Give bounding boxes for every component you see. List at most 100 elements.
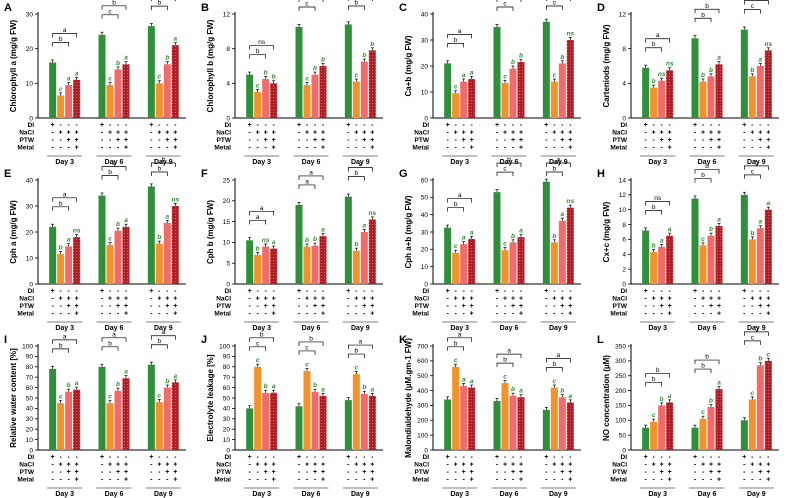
treatment-symbol: - bbox=[59, 311, 62, 318]
treatment-symbol: - bbox=[248, 145, 251, 152]
treatment-symbol: - bbox=[660, 288, 663, 295]
treatment-symbol: + bbox=[272, 137, 276, 144]
treatment-symbol: - bbox=[67, 454, 70, 461]
treatment-symbol: - bbox=[158, 303, 161, 310]
bracket-label: b bbox=[454, 340, 458, 347]
treatment-symbol: + bbox=[100, 288, 104, 295]
treatment-symbol: - bbox=[718, 122, 721, 129]
treatment-symbol: + bbox=[560, 462, 564, 469]
treatment-symbol: - bbox=[743, 145, 746, 152]
bracket-label: a bbox=[63, 191, 67, 198]
treatment-symbol: + bbox=[248, 122, 252, 129]
y-tick-label: 300 bbox=[417, 403, 428, 410]
comparison-bracket bbox=[694, 169, 720, 174]
treatment-label-DI: DI bbox=[621, 122, 628, 129]
treatment-symbol: - bbox=[545, 303, 548, 310]
y-tick-label: 20 bbox=[26, 229, 34, 236]
bracket-label: ns bbox=[258, 39, 266, 46]
y-tick-label: 50 bbox=[619, 432, 627, 439]
day-label: Day 3 bbox=[252, 491, 271, 498]
y-tick-label: 10 bbox=[26, 255, 34, 262]
treatment-symbol: + bbox=[370, 137, 374, 144]
treatment-symbol: + bbox=[297, 288, 301, 295]
bracket-label: b bbox=[59, 36, 63, 43]
treatment-symbol: + bbox=[124, 462, 128, 469]
treatment-symbol: + bbox=[519, 303, 523, 310]
treatment-symbol: + bbox=[149, 288, 153, 295]
treatment-symbol: + bbox=[173, 296, 177, 303]
treatment-symbol: + bbox=[149, 454, 153, 461]
treatment-symbol: - bbox=[496, 311, 499, 318]
treatment-label-DI: DI bbox=[423, 288, 430, 295]
day-label: Day 9 bbox=[154, 325, 173, 332]
treatment-symbol: - bbox=[109, 454, 112, 461]
bar-NaCl-Day9 bbox=[748, 399, 756, 450]
bar-PTW-Day6 bbox=[509, 68, 517, 118]
treatment-symbol: + bbox=[462, 130, 466, 137]
treatment-symbol: + bbox=[362, 130, 366, 137]
significance-letter: b bbox=[370, 41, 374, 48]
treatment-symbol: + bbox=[758, 303, 762, 310]
y-axis-label: Chlorophyll b (mg/g FW) bbox=[206, 19, 215, 112]
treatment-symbol: - bbox=[710, 477, 713, 484]
significance-letter: c bbox=[355, 72, 359, 79]
treatment-symbol: - bbox=[694, 296, 697, 303]
significance-letter: b bbox=[116, 60, 120, 67]
bracket-label: a bbox=[458, 192, 462, 199]
significance-letter: a bbox=[717, 216, 721, 223]
significance-letter: b bbox=[264, 383, 268, 390]
bar-Metal-Day3 bbox=[73, 389, 81, 450]
treatment-symbol: + bbox=[568, 137, 572, 144]
significance-letter: b bbox=[511, 59, 515, 66]
treatment-label-Metal: Metal bbox=[214, 311, 231, 318]
treatment-symbol: + bbox=[766, 469, 770, 476]
treatment-symbol: + bbox=[75, 145, 79, 152]
treatment-label-DI: DI bbox=[621, 454, 628, 461]
significance-letter: ns bbox=[172, 196, 180, 203]
treatment-symbol: + bbox=[362, 462, 366, 469]
treatment-symbol: - bbox=[710, 454, 713, 461]
y-axis-label: Cx+c (mg/g FW) bbox=[602, 201, 611, 262]
treatment-symbol: - bbox=[67, 122, 70, 129]
treatment-symbol: - bbox=[446, 296, 449, 303]
treatment-symbol: + bbox=[272, 296, 276, 303]
treatment-symbol: - bbox=[371, 122, 374, 129]
treatment-symbol: + bbox=[313, 469, 317, 476]
y-tick-label: 40 bbox=[26, 177, 34, 184]
comparison-bracket bbox=[101, 175, 119, 180]
treatment-symbol: + bbox=[519, 477, 523, 484]
treatment-symbol: + bbox=[173, 303, 177, 310]
bracket-label: a bbox=[309, 169, 313, 176]
significance-letter: c bbox=[503, 73, 507, 80]
treatment-symbol: - bbox=[454, 469, 457, 476]
treatment-symbol: - bbox=[660, 122, 663, 129]
significance-letter: c bbox=[355, 364, 359, 371]
treatment-symbol: - bbox=[347, 462, 350, 469]
treatment-symbol: + bbox=[272, 303, 276, 310]
bracket-label: b bbox=[158, 166, 162, 173]
treatment-symbol: + bbox=[470, 469, 474, 476]
treatment-symbol: + bbox=[742, 454, 746, 461]
comparison-bracket bbox=[298, 6, 316, 11]
treatment-symbol: + bbox=[668, 130, 672, 137]
bar-PTW-Day6 bbox=[509, 395, 517, 450]
bar-DI-Day3 bbox=[444, 63, 452, 118]
day-label: Day 9 bbox=[351, 325, 370, 332]
treatment-symbol: + bbox=[256, 296, 260, 303]
significance-letter: b bbox=[321, 56, 325, 63]
treatment-symbol: - bbox=[150, 469, 153, 476]
bar-PTW-Day3 bbox=[65, 246, 73, 284]
treatment-symbol: + bbox=[693, 122, 697, 129]
significance-letter: c bbox=[553, 72, 557, 79]
treatment-symbol: - bbox=[264, 122, 267, 129]
significance-letter: c bbox=[108, 235, 112, 242]
treatment-symbol: + bbox=[717, 145, 721, 152]
significance-letter: a bbox=[272, 383, 276, 390]
treatment-symbol: + bbox=[519, 130, 523, 137]
significance-letter: a bbox=[272, 239, 276, 246]
treatment-symbol: - bbox=[67, 288, 70, 295]
treatment-symbol: - bbox=[59, 477, 62, 484]
treatment-symbol: + bbox=[264, 296, 268, 303]
treatment-symbol: + bbox=[668, 303, 672, 310]
day-label: Day 6 bbox=[105, 159, 124, 166]
